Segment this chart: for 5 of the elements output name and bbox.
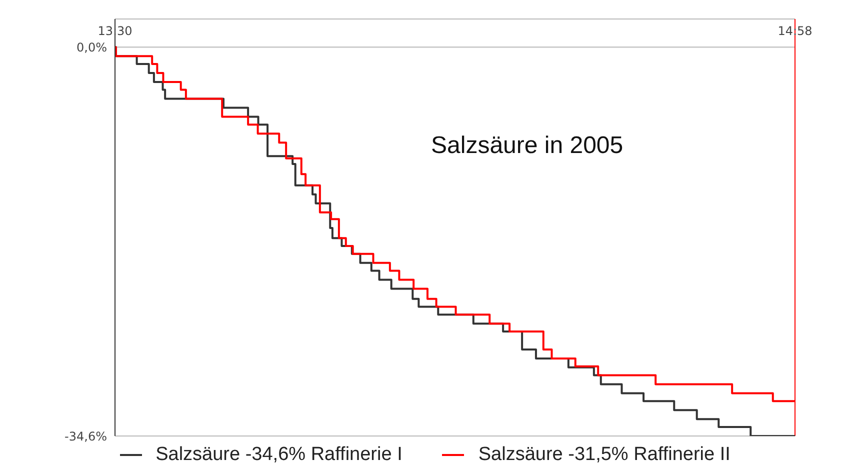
legend-label: Salzsäure -34,6% Raffinerie I [156, 444, 402, 466]
y-tick-label: 0,0% [76, 40, 107, 54]
legend-label: Salzsäure -31,5% Raffinerie II [478, 444, 730, 466]
annotation: Salzsäure in 2005 [431, 132, 624, 160]
y-tick-label: -34,6% [64, 429, 107, 444]
